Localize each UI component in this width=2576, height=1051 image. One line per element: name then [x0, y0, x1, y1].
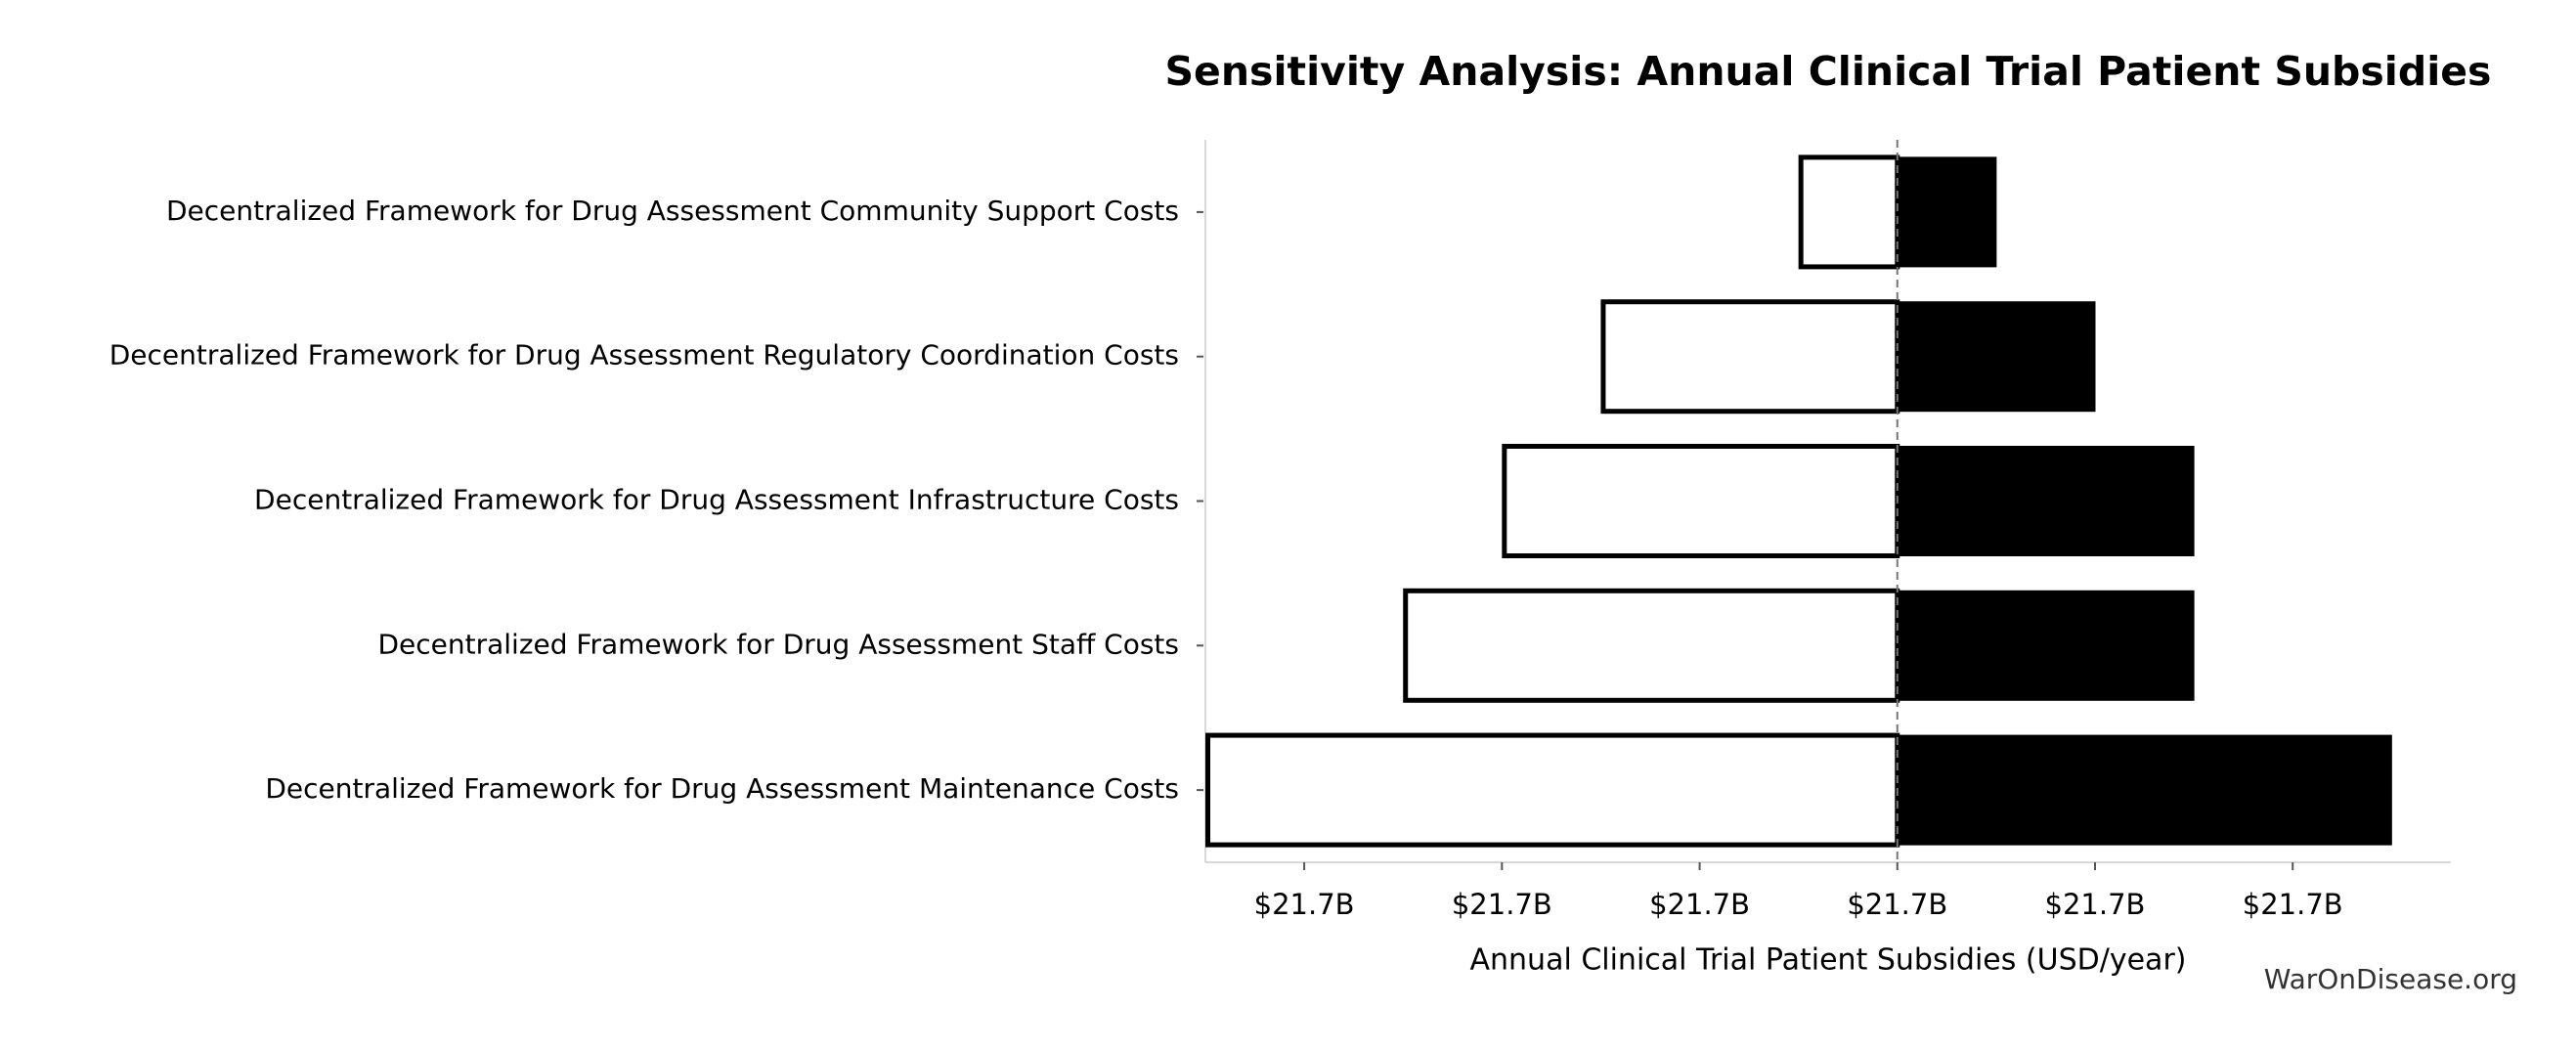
bar [1798, 154, 1900, 270]
y-tick-label: Decentralized Framework for Drug Assessm… [265, 772, 1179, 805]
y-tick-label: Decentralized Framework for Drug Assessm… [109, 339, 1179, 372]
y-tick-label: Decentralized Framework for Drug Assessm… [377, 628, 1179, 660]
bar [1897, 156, 1997, 268]
bar [1897, 301, 2096, 413]
chart-title: Sensitivity Analysis: Annual Clinical Tr… [1165, 48, 2492, 95]
bar [1897, 446, 2195, 556]
x-tick-label: $21.7B [1847, 888, 1947, 921]
bar [1897, 734, 2392, 846]
x-tick-label: $21.7B [1649, 888, 1750, 921]
x-tick-label: $21.7B [2243, 888, 2343, 921]
y-tick-label: Decentralized Framework for Drug Assessm… [166, 195, 1179, 227]
y-tick-label: Decentralized Framework for Drug Assessm… [254, 484, 1179, 516]
bar [1600, 299, 1900, 415]
x-tick-label: $21.7B [1254, 888, 1355, 921]
x-tick-label: $21.7B [1452, 888, 1552, 921]
x-axis-label: Annual Clinical Trial Patient Subsidies … [1470, 943, 2187, 978]
bar [1897, 590, 2195, 701]
bar [1502, 444, 1900, 558]
bar [1205, 732, 1900, 848]
bar [1403, 588, 1900, 703]
source-note: WarOnDisease.org [2264, 963, 2517, 995]
x-tick-label: $21.7B [2045, 888, 2146, 921]
